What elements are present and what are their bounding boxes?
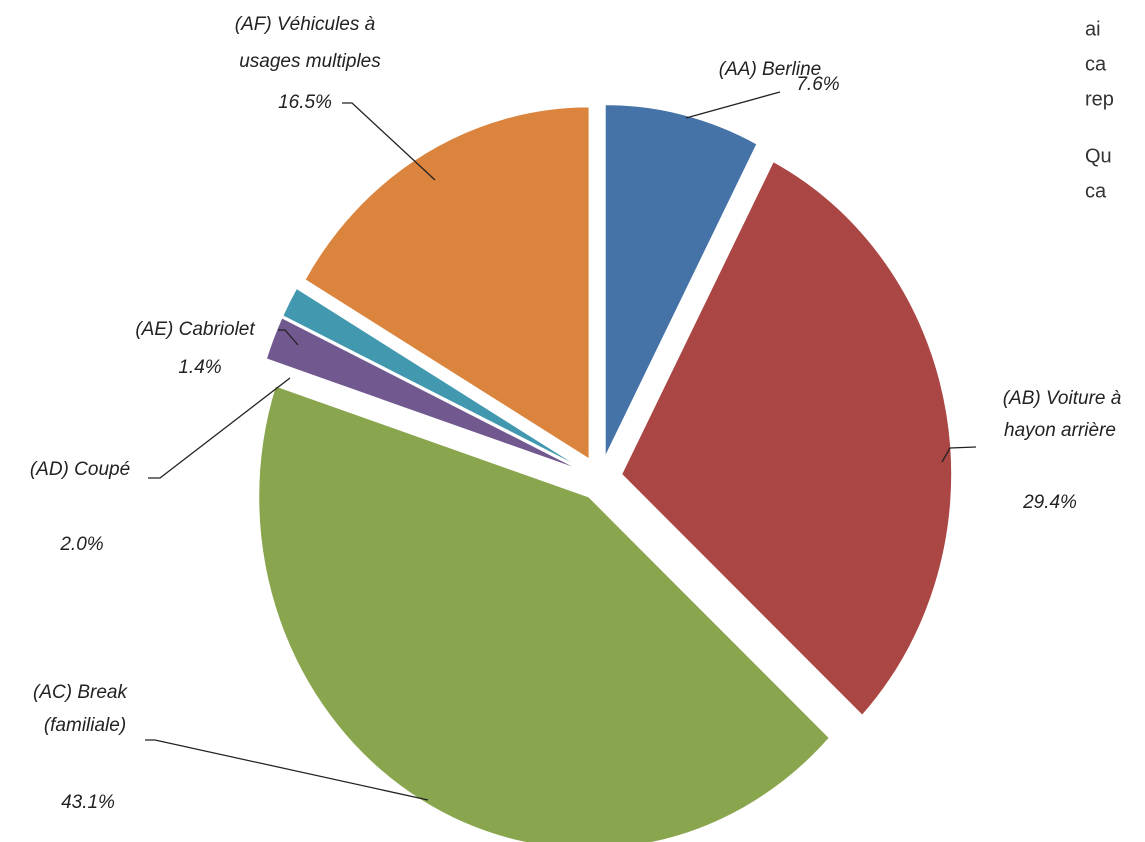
slice-label: (AD) Coupé — [30, 459, 130, 480]
slice-label: hayon arrière — [1004, 420, 1116, 441]
value-label: 16.5% — [278, 92, 332, 113]
pie-slice — [604, 104, 758, 457]
slice-label: usages multiples — [239, 51, 381, 72]
slice-label: (AF) Véhicules à — [235, 14, 375, 35]
slice-label: (AA) Berline — [719, 59, 821, 80]
value-label: 2.0% — [59, 534, 103, 555]
side-text: rep — [1085, 88, 1114, 110]
side-text: ca — [1085, 53, 1107, 75]
leader-line — [685, 91, 781, 119]
leader-line — [342, 102, 436, 181]
leader-line — [278, 329, 299, 346]
value-label: 43.1% — [61, 792, 115, 813]
pie-slice — [621, 160, 953, 716]
slice-label: (AE) Cabriolet — [135, 319, 255, 340]
value-label: 1.4% — [178, 357, 221, 378]
side-text: ca — [1085, 180, 1107, 202]
slice-label: (AC) Break — [33, 682, 128, 703]
side-text: ai — [1085, 18, 1101, 40]
side-text: Qu — [1085, 145, 1112, 167]
leader-line — [941, 446, 977, 463]
pie-slice — [258, 385, 830, 842]
slice-label: (AB) Voiture à — [1003, 388, 1122, 409]
leader-line — [145, 739, 429, 801]
pie-slice — [265, 317, 580, 471]
pie-slice — [304, 106, 590, 460]
value-label: 29.4% — [1022, 492, 1077, 513]
leader-line — [148, 377, 291, 479]
slice-label: (familiale) — [44, 715, 126, 736]
pie-slice — [282, 287, 581, 469]
value-label: 7.6% — [796, 74, 839, 95]
